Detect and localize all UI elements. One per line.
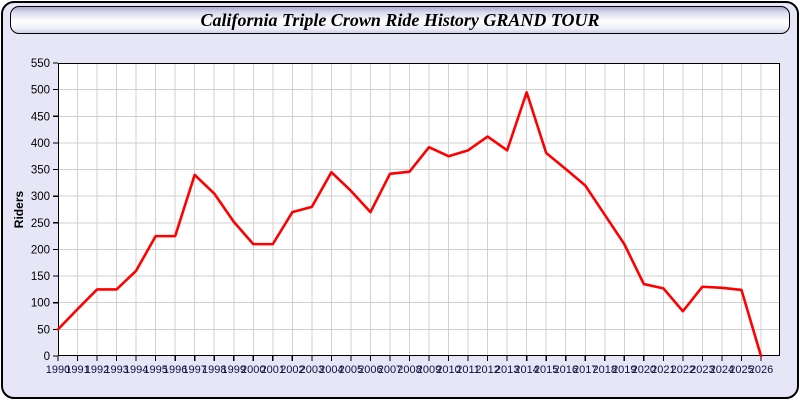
svg-text:250: 250 bbox=[31, 218, 50, 230]
svg-text:2024: 2024 bbox=[710, 364, 734, 376]
svg-text:1997: 1997 bbox=[182, 364, 206, 376]
svg-text:1999: 1999 bbox=[222, 364, 246, 376]
svg-text:150: 150 bbox=[31, 271, 50, 283]
svg-text:550: 550 bbox=[31, 58, 50, 70]
svg-text:1995: 1995 bbox=[143, 364, 167, 376]
svg-text:300: 300 bbox=[31, 191, 50, 203]
svg-text:2011: 2011 bbox=[456, 364, 480, 376]
svg-text:2017: 2017 bbox=[573, 364, 597, 376]
svg-text:1992: 1992 bbox=[85, 364, 109, 376]
svg-text:1996: 1996 bbox=[163, 364, 187, 376]
riders-line-chart: 0501001502002503003504004505005501990199… bbox=[12, 58, 781, 376]
svg-text:50: 50 bbox=[37, 324, 50, 336]
title-bar: California Triple Crown Ride History GRA… bbox=[10, 6, 790, 34]
svg-text:2010: 2010 bbox=[436, 364, 460, 376]
svg-text:2014: 2014 bbox=[514, 364, 538, 376]
svg-text:2005: 2005 bbox=[339, 364, 363, 376]
svg-text:350: 350 bbox=[31, 165, 50, 177]
svg-text:2008: 2008 bbox=[397, 364, 421, 376]
svg-text:2007: 2007 bbox=[378, 364, 402, 376]
svg-text:1991: 1991 bbox=[65, 364, 89, 376]
svg-text:1994: 1994 bbox=[124, 364, 148, 376]
svg-text:2013: 2013 bbox=[495, 364, 519, 376]
svg-text:1990: 1990 bbox=[46, 364, 70, 376]
svg-text:2000: 2000 bbox=[241, 364, 265, 376]
plot-area bbox=[58, 63, 780, 356]
svg-text:2022: 2022 bbox=[671, 364, 695, 376]
svg-text:2026: 2026 bbox=[749, 364, 773, 376]
svg-text:2004: 2004 bbox=[319, 364, 343, 376]
svg-text:2002: 2002 bbox=[280, 364, 304, 376]
svg-text:2003: 2003 bbox=[300, 364, 324, 376]
page-title: California Triple Crown Ride History GRA… bbox=[200, 9, 600, 30]
y-axis: 0 50 100 150 200 250 300 350 400 450 500 550 bbox=[31, 58, 58, 363]
plot-border bbox=[57, 62, 781, 357]
svg-text:400: 400 bbox=[31, 138, 50, 150]
y-axis-label: Riders bbox=[12, 191, 26, 229]
svg-text:2018: 2018 bbox=[593, 364, 617, 376]
svg-text:450: 450 bbox=[31, 111, 50, 123]
gridlines bbox=[58, 63, 780, 356]
svg-text:2006: 2006 bbox=[358, 364, 382, 376]
svg-text:2016: 2016 bbox=[553, 364, 577, 376]
svg-text:2020: 2020 bbox=[632, 364, 656, 376]
svg-text:100: 100 bbox=[31, 298, 50, 310]
data-line-riders bbox=[56, 91, 763, 358]
svg-text:2015: 2015 bbox=[534, 364, 558, 376]
svg-text:2012: 2012 bbox=[475, 364, 499, 376]
svg-text:1993: 1993 bbox=[104, 364, 128, 376]
x-axis: 1990199119921993199419951996199719981999… bbox=[46, 356, 773, 376]
svg-text:500: 500 bbox=[31, 85, 50, 97]
svg-text:2021: 2021 bbox=[651, 364, 675, 376]
svg-text:1998: 1998 bbox=[202, 364, 226, 376]
svg-text:2025: 2025 bbox=[729, 364, 753, 376]
svg-text:2023: 2023 bbox=[690, 364, 714, 376]
svg-text:0: 0 bbox=[44, 351, 50, 363]
svg-text:200: 200 bbox=[31, 244, 50, 256]
svg-text:2009: 2009 bbox=[417, 364, 441, 376]
svg-text:2001: 2001 bbox=[261, 364, 285, 376]
svg-text:2019: 2019 bbox=[612, 364, 636, 376]
